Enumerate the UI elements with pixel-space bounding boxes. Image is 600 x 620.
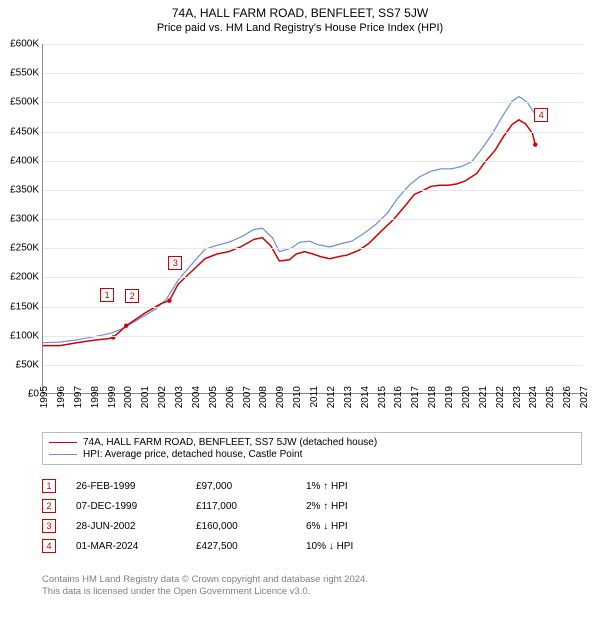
x-tick-label: 2000 <box>123 386 134 408</box>
transaction-row: 2 07-DEC-1999£117,0002% ↑ HPI <box>42 496 416 516</box>
x-tick-label: 2016 <box>393 386 404 408</box>
x-tick-label: 2011 <box>309 386 320 408</box>
x-tick-label: 2017 <box>410 386 421 408</box>
transaction-date: 26-FEB-1999 <box>76 481 196 492</box>
x-tick-label: 2009 <box>275 386 286 408</box>
x-tick-label: 1997 <box>73 386 84 408</box>
legend: 74A, HALL FARM ROAD, BENFLEET, SS7 5JW (… <box>42 432 582 465</box>
attribution: Contains HM Land Registry data © Crown c… <box>42 574 368 599</box>
x-tick-label: 2026 <box>562 386 573 408</box>
transaction-delta: 2% ↑ HPI <box>306 501 416 512</box>
transaction-delta: 6% ↓ HPI <box>306 521 416 532</box>
attribution-line1: Contains HM Land Registry data © Crown c… <box>42 574 368 586</box>
y-tick-label: £400K <box>1 155 39 166</box>
y-tick-label: £600K <box>1 39 39 50</box>
chart-marker: 3 <box>168 256 182 270</box>
transaction-marker: 3 <box>42 519 56 533</box>
transaction-delta: 10% ↓ HPI <box>306 541 416 552</box>
x-tick-label: 2023 <box>512 386 523 408</box>
x-tick-label: 1996 <box>56 386 67 408</box>
legend-item: 74A, HALL FARM ROAD, BENFLEET, SS7 5JW (… <box>49 437 575 448</box>
legend-label: 74A, HALL FARM ROAD, BENFLEET, SS7 5JW (… <box>83 437 377 448</box>
transaction-marker: 1 <box>42 479 56 493</box>
legend-swatch <box>49 442 77 443</box>
y-tick-label: £300K <box>1 214 39 225</box>
transaction-price: £97,000 <box>196 481 306 492</box>
legend-swatch <box>49 454 77 455</box>
x-tick-label: 2012 <box>326 386 337 408</box>
page-title: 74A, HALL FARM ROAD, BENFLEET, SS7 5JW <box>0 0 600 20</box>
x-tick-label: 2019 <box>444 386 455 408</box>
chart-marker: 2 <box>125 289 139 303</box>
y-tick-label: £150K <box>1 301 39 312</box>
transaction-date: 07-DEC-1999 <box>76 501 196 512</box>
x-tick-label: 2013 <box>343 386 354 408</box>
x-tick-label: 2020 <box>461 386 472 408</box>
plot-region: £0£50K£100K£150K£200K£250K£300K£350K£400… <box>42 44 582 394</box>
chart-area: £0£50K£100K£150K£200K£250K£300K£350K£400… <box>42 44 582 394</box>
y-tick-label: £500K <box>1 97 39 108</box>
transaction-date: 01-MAR-2024 <box>76 541 196 552</box>
legend-item: HPI: Average price, detached house, Cast… <box>49 449 575 460</box>
transaction-price: £427,500 <box>196 541 306 552</box>
marker-dot <box>533 142 537 146</box>
x-tick-label: 2018 <box>427 386 438 408</box>
transaction-marker: 2 <box>42 499 56 513</box>
transaction-row: 4 01-MAR-2024£427,50010% ↓ HPI <box>42 536 416 556</box>
y-tick-label: £350K <box>1 184 39 195</box>
x-tick-label: 2021 <box>478 386 489 408</box>
transaction-marker: 4 <box>42 539 56 553</box>
y-tick-label: £0 <box>1 389 39 400</box>
chart-marker: 1 <box>100 288 114 302</box>
x-tick-label: 2010 <box>292 386 303 408</box>
x-tick-label: 2022 <box>495 386 506 408</box>
x-tick-label: 2002 <box>157 386 168 408</box>
x-tick-label: 2005 <box>208 386 219 408</box>
attribution-line2: This data is licensed under the Open Gov… <box>42 586 368 598</box>
marker-dot <box>167 298 171 302</box>
y-tick-label: £450K <box>1 126 39 137</box>
transaction-price: £117,000 <box>196 501 306 512</box>
x-tick-label: 2024 <box>528 386 539 408</box>
y-tick-label: £200K <box>1 272 39 283</box>
x-tick-label: 2007 <box>242 386 253 408</box>
x-tick-label: 1998 <box>90 386 101 408</box>
transaction-table: 126-FEB-1999£97,0001% ↑ HPI207-DEC-1999£… <box>42 476 416 556</box>
y-tick-label: £250K <box>1 243 39 254</box>
x-tick-label: 2001 <box>140 386 151 408</box>
y-tick-label: £100K <box>1 330 39 341</box>
x-tick-label: 2003 <box>174 386 185 408</box>
x-tick-label: 2025 <box>545 386 556 408</box>
y-tick-label: £50K <box>1 359 39 370</box>
x-tick-label: 1999 <box>107 386 118 408</box>
y-tick-label: £550K <box>1 68 39 79</box>
chart-marker: 4 <box>534 108 548 122</box>
transaction-price: £160,000 <box>196 521 306 532</box>
transaction-date: 28-JUN-2002 <box>76 521 196 532</box>
x-tick-label: 2027 <box>579 386 590 408</box>
page-subtitle: Price paid vs. HM Land Registry's House … <box>0 20 600 34</box>
series-subject <box>43 120 535 346</box>
marker-dot <box>124 324 128 328</box>
transaction-row: 3 28-JUN-2002£160,0006% ↓ HPI <box>42 516 416 536</box>
x-tick-label: 2008 <box>258 386 269 408</box>
x-tick-label: 2006 <box>225 386 236 408</box>
transaction-row: 1 26-FEB-1999£97,0001% ↑ HPI <box>42 476 416 496</box>
x-tick-label: 2004 <box>191 386 202 408</box>
x-tick-label: 2015 <box>377 386 388 408</box>
transaction-delta: 1% ↑ HPI <box>306 481 416 492</box>
legend-label: HPI: Average price, detached house, Cast… <box>83 449 302 460</box>
x-tick-label: 1995 <box>39 386 50 408</box>
x-tick-label: 2014 <box>360 386 371 408</box>
chart-container: 74A, HALL FARM ROAD, BENFLEET, SS7 5JW P… <box>0 0 600 620</box>
